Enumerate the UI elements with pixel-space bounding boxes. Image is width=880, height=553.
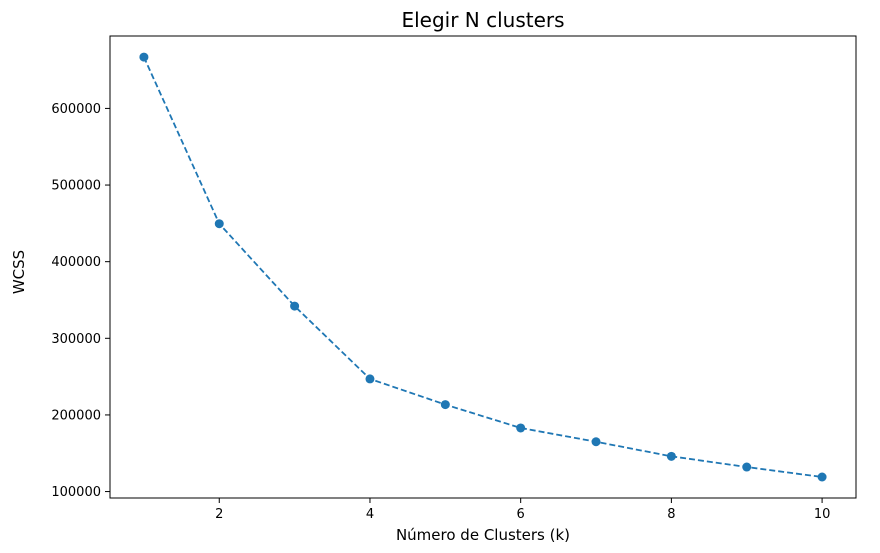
y-tick-label: 400000: [51, 255, 101, 270]
x-tick-label: 8: [667, 507, 675, 522]
data-point: [290, 301, 300, 311]
plot-frame: [109, 35, 857, 499]
series-line: [143, 56, 823, 478]
chart-title: Elegir N clusters: [401, 8, 564, 32]
y-tick-label: 300000: [51, 332, 101, 347]
data-point: [742, 462, 752, 472]
data-point: [365, 374, 375, 384]
data-point: [516, 423, 526, 433]
data-point: [440, 400, 450, 410]
data-point: [817, 472, 827, 482]
x-tick-label: 6: [517, 507, 525, 522]
x-axis-title: Número de Clusters (k): [396, 526, 570, 544]
y-tick-label: 200000: [51, 408, 101, 423]
y-tick-label: 500000: [51, 179, 101, 194]
x-tick-label: 10: [814, 507, 831, 522]
data-point: [666, 451, 676, 461]
data-point: [214, 219, 224, 229]
data-point: [591, 437, 601, 447]
data-point: [139, 52, 149, 62]
x-tick-label: 4: [366, 507, 374, 522]
x-tick-label: 2: [215, 507, 223, 522]
y-tick-label: 100000: [51, 485, 101, 500]
y-tick-label: 600000: [51, 102, 101, 117]
y-axis-title: WCSS: [10, 250, 28, 294]
plot-area: 2 4 6 8 10 100000 200000 300000 400000 500000 6000…: [51, 35, 857, 522]
